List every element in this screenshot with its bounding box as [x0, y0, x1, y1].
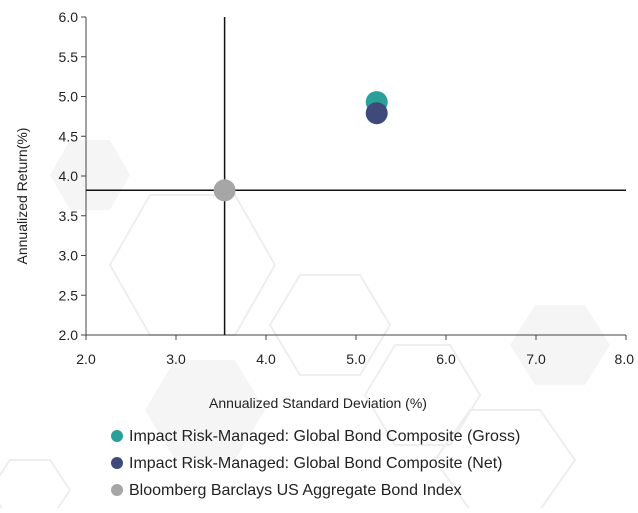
y-tick-label: 3.5: [59, 208, 79, 224]
legend-marker-series-2: [111, 484, 123, 496]
x-tick-label: 2.0: [76, 351, 96, 367]
y-tick-label: 2.0: [59, 327, 79, 343]
y-tick-label: 2.5: [59, 287, 79, 303]
axes: [85, 17, 626, 336]
y-tick-label: 4.0: [59, 168, 79, 184]
legend-label-series-0: Impact Risk-Managed: Global Bond Composi…: [129, 428, 520, 445]
x-tick-label: 7.0: [526, 351, 546, 367]
y-tick-label: 5.0: [59, 89, 79, 105]
legend-label-series-1: Impact Risk-Managed: Global Bond Composi…: [129, 455, 503, 472]
crosshair: [86, 17, 626, 335]
x-tick-label: 5.0: [346, 351, 366, 367]
background-hexagon-pattern: [0, 140, 610, 513]
legend-marker-series-0: [111, 430, 123, 442]
legend: Impact Risk-Managed: Global Bond Composi…: [111, 428, 520, 499]
y-tick-label: 5.5: [59, 49, 79, 65]
x-tick-label: 8.0: [615, 351, 635, 367]
y-axis-ticks: 2.0 2.5 3.0 3.5 4.0 4.5 5.0 5.5 6.0: [59, 9, 86, 343]
legend-label-series-2: Bloomberg Barclays US Aggregate Bond Ind…: [129, 482, 462, 499]
y-tick-label: 6.0: [59, 9, 79, 25]
x-axis-ticks: 2.0 3.0 4.0 5.0 6.0 7.0 8.0: [76, 335, 634, 367]
legend-marker-series-1: [111, 457, 123, 469]
data-points: [213, 91, 388, 202]
y-axis-title: Annualized Return(%): [14, 128, 30, 265]
x-tick-label: 3.0: [166, 351, 186, 367]
x-axis-title: Annualized Standard Deviation (%): [209, 395, 427, 411]
data-point-series-2: [213, 179, 236, 202]
x-tick-label: 4.0: [256, 351, 276, 367]
y-tick-label: 4.5: [59, 128, 79, 144]
data-point-series-1: [365, 102, 388, 125]
x-tick-label: 6.0: [436, 351, 456, 367]
y-tick-label: 3.0: [59, 248, 79, 264]
